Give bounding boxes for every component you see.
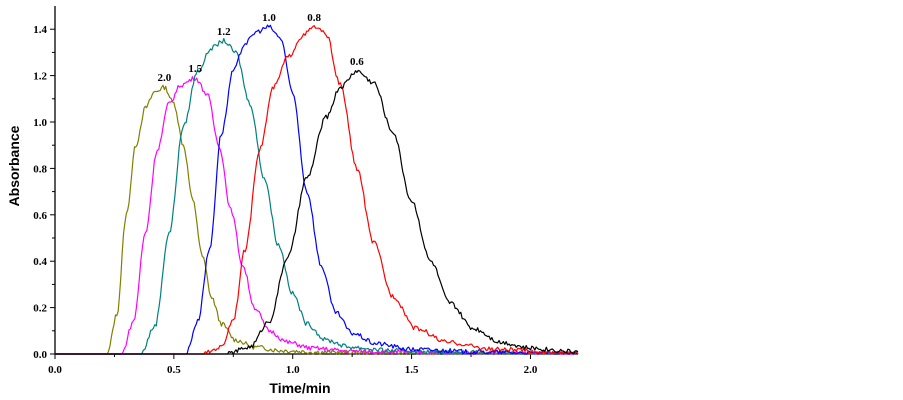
x-tick-label: 0.5 <box>167 364 181 376</box>
peak-label-1-5: 1.5 <box>188 63 202 75</box>
peak-label-0-6: 0.6 <box>350 56 364 68</box>
series-line-1-2 <box>55 38 578 355</box>
ticks: 0.0 0.5 1.0 1.5 2.0 0.0 0.2 0.4 0.6 0.8 1.0 1.2 1.4 <box>33 24 538 376</box>
y-tick-label: 1.2 <box>33 71 47 83</box>
series-line-1-0 <box>55 24 579 355</box>
y-tick-label: 0.6 <box>33 210 47 222</box>
series-line-0-8 <box>55 25 579 355</box>
y-tick-label: 0.0 <box>33 349 47 361</box>
x-tick-label: 2.0 <box>524 364 538 376</box>
y-tick-label: 0.8 <box>33 163 47 175</box>
peak-labels: 2.0 1.5 1.2 1.0 0.8 0.6 <box>157 12 364 84</box>
x-axis-title: Time/min <box>269 380 330 396</box>
series-line-1-5 <box>55 76 578 355</box>
peak-label-1-0: 1.0 <box>262 12 276 24</box>
peak-label-0-8: 0.8 <box>307 12 321 24</box>
y-tick-label: 0.2 <box>33 303 47 315</box>
y-axis-title: Absorbance <box>6 125 22 206</box>
x-tick-label: 0.0 <box>48 364 62 376</box>
peak-label-2-0: 2.0 <box>157 72 171 84</box>
y-tick-label: 1.0 <box>33 117 47 129</box>
y-tick-label: 1.4 <box>33 24 47 36</box>
series-group <box>55 24 579 355</box>
peak-label-1-2: 1.2 <box>217 26 231 38</box>
x-tick-label: 1.0 <box>286 364 300 376</box>
series-line-2-0 <box>55 84 579 355</box>
y-tick-label: 0.4 <box>33 256 47 268</box>
axes <box>54 6 578 355</box>
x-tick-label: 1.5 <box>405 364 419 376</box>
series-line-0-6 <box>55 69 579 355</box>
